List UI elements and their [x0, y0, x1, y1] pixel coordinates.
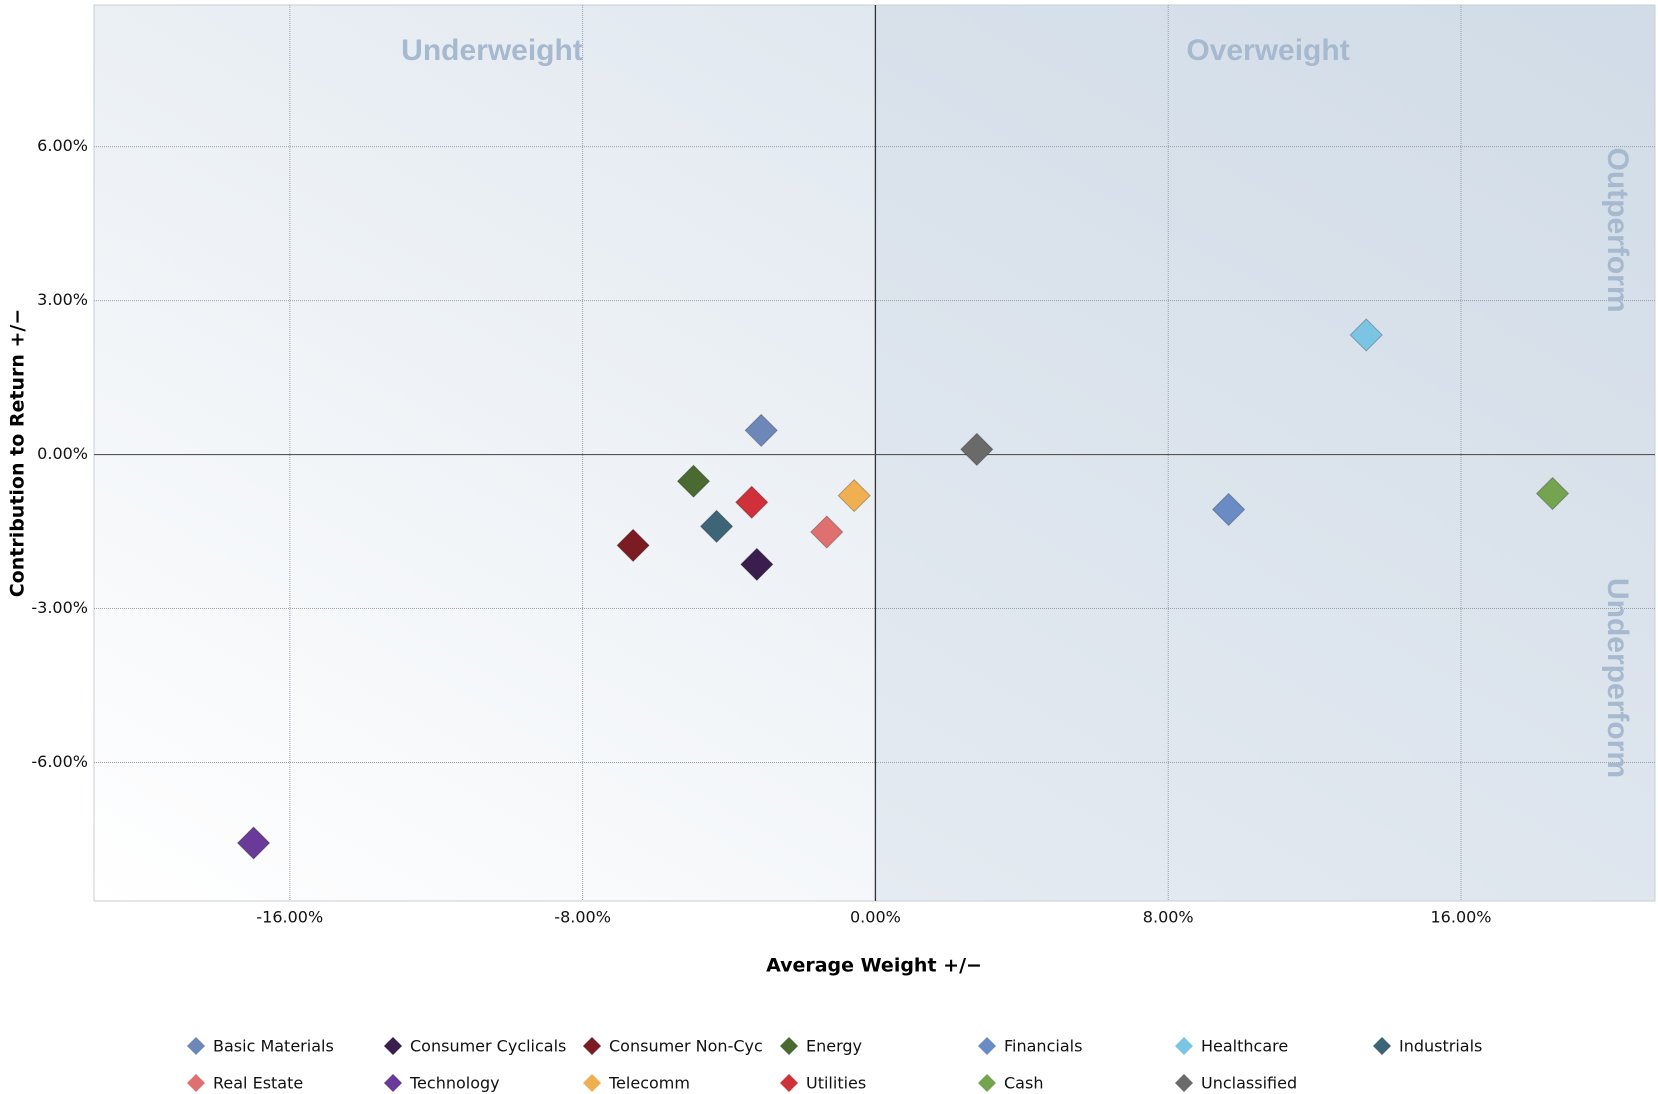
legend-label: Consumer Non-Cyc	[609, 1037, 763, 1056]
legend-marker	[978, 1037, 996, 1055]
point	[837, 478, 871, 513]
legend-label: Utilities	[806, 1074, 866, 1093]
legend-marker	[384, 1037, 402, 1055]
point	[810, 515, 844, 549]
x-tick-label: 16.00%	[1431, 908, 1492, 927]
legend-marker	[583, 1037, 601, 1055]
legend-label: Financials	[1004, 1037, 1082, 1056]
legend-marker	[1175, 1074, 1193, 1092]
legend-label: Cash	[1004, 1074, 1043, 1093]
legend-label: Consumer Cyclicals	[410, 1037, 566, 1056]
legend-marker	[780, 1074, 798, 1092]
legend-label: Industrials	[1399, 1037, 1482, 1056]
legend-marker	[780, 1037, 798, 1055]
legend-label: Energy	[806, 1037, 862, 1056]
legend-marker	[187, 1037, 205, 1055]
x-tick-label: -16.00%	[256, 908, 323, 927]
point	[744, 413, 778, 448]
annotation: Overweight	[1186, 34, 1349, 67]
point	[740, 547, 774, 582]
point	[1349, 318, 1383, 352]
legend-label: Healthcare	[1201, 1037, 1288, 1056]
y-tick-label: 3.00%	[37, 290, 88, 309]
point	[676, 464, 711, 498]
legend-marker	[1175, 1037, 1193, 1055]
annotation: Outperform	[1601, 148, 1634, 313]
overweight-zone	[875, 5, 1655, 901]
legend-label: Real Estate	[213, 1074, 303, 1093]
legend-marker	[978, 1074, 996, 1092]
annotation: Underweight	[401, 34, 583, 67]
legend-marker	[187, 1074, 205, 1092]
point	[699, 509, 734, 544]
legend-marker	[1373, 1037, 1391, 1055]
annotation: Underperform	[1601, 578, 1634, 778]
point	[960, 432, 994, 467]
y-tick-label: 6.00%	[37, 136, 88, 155]
legend-label: Telecomm	[608, 1074, 690, 1093]
y-tick-label: -6.00%	[31, 752, 88, 771]
point	[734, 485, 769, 519]
point	[1535, 476, 1570, 511]
point	[236, 826, 271, 860]
legend-label: Basic Materials	[213, 1037, 334, 1056]
x-tick-label: -8.00%	[554, 908, 611, 927]
x-tick-label: 8.00%	[1143, 908, 1194, 927]
x-axis-title: Average Weight +/−	[766, 955, 982, 977]
y-tick-label: 0.00%	[37, 444, 88, 463]
x-tick-label: 0.00%	[850, 908, 901, 927]
y-tick-label: -3.00%	[31, 598, 88, 617]
legend-marker	[384, 1074, 402, 1092]
y-axis-title: Contribution to Return +/−	[7, 309, 29, 598]
legend-label: Technology	[409, 1074, 500, 1093]
plot-area	[93, 4, 1656, 902]
point	[1211, 492, 1246, 527]
point	[616, 528, 650, 563]
legend-marker	[583, 1074, 601, 1092]
legend-label: Unclassified	[1201, 1074, 1297, 1093]
